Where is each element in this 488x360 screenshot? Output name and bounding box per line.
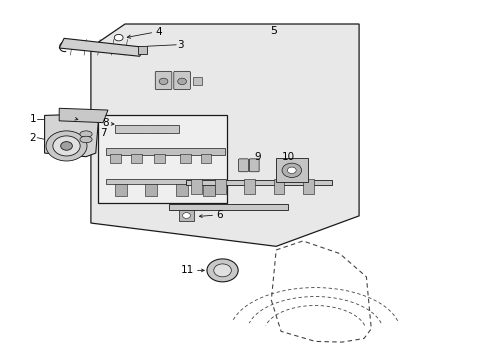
Ellipse shape <box>80 136 92 143</box>
FancyBboxPatch shape <box>173 71 190 90</box>
Bar <box>176 184 188 196</box>
Bar <box>98 116 227 203</box>
Text: 2: 2 <box>30 133 36 143</box>
Bar <box>200 154 211 163</box>
Text: 3: 3 <box>177 40 183 50</box>
Bar <box>138 46 147 54</box>
Bar <box>215 179 225 194</box>
Text: 10: 10 <box>281 152 294 162</box>
Bar <box>131 154 142 163</box>
Circle shape <box>206 259 238 282</box>
FancyBboxPatch shape <box>238 159 248 172</box>
Text: 7: 7 <box>100 129 106 138</box>
Polygon shape <box>59 39 144 56</box>
Circle shape <box>287 167 296 174</box>
Bar <box>105 179 224 184</box>
Polygon shape <box>91 24 358 246</box>
Text: 5: 5 <box>270 26 277 36</box>
Bar <box>115 184 127 196</box>
Bar <box>105 148 224 155</box>
Bar <box>273 179 284 194</box>
Bar <box>180 154 190 163</box>
Bar <box>244 179 255 194</box>
Bar <box>185 180 331 185</box>
Bar <box>203 184 215 196</box>
Text: 6: 6 <box>216 210 223 220</box>
Ellipse shape <box>80 131 92 137</box>
Bar <box>168 204 288 211</box>
FancyBboxPatch shape <box>155 71 171 90</box>
Bar <box>154 154 164 163</box>
FancyBboxPatch shape <box>249 159 259 172</box>
Text: 9: 9 <box>254 152 261 162</box>
Text: 1: 1 <box>30 114 36 124</box>
Circle shape <box>159 78 167 85</box>
Circle shape <box>177 78 186 85</box>
Bar <box>190 179 201 194</box>
Circle shape <box>53 136 80 156</box>
Bar <box>178 210 194 221</box>
Circle shape <box>282 163 301 177</box>
Polygon shape <box>44 114 98 157</box>
Polygon shape <box>59 108 108 123</box>
Bar <box>115 126 178 134</box>
Circle shape <box>61 141 72 150</box>
Bar <box>193 77 202 85</box>
Text: 4: 4 <box>156 27 162 37</box>
Circle shape <box>114 35 123 41</box>
Text: 8: 8 <box>102 118 108 128</box>
Bar <box>144 184 157 196</box>
Bar <box>303 179 313 194</box>
Circle shape <box>213 264 231 277</box>
Circle shape <box>46 131 87 161</box>
Bar <box>276 158 307 182</box>
Bar <box>110 154 121 163</box>
Text: 11: 11 <box>180 265 193 275</box>
Circle shape <box>182 213 190 219</box>
